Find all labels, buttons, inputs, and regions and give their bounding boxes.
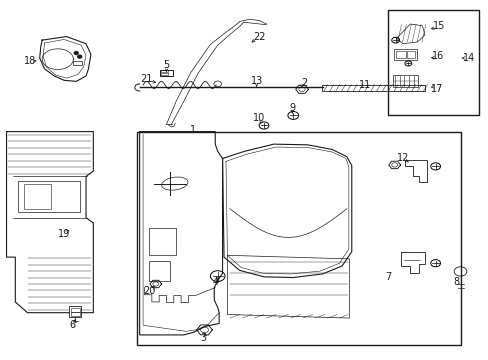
Circle shape xyxy=(78,55,81,58)
Bar xyxy=(393,49,416,59)
Text: 16: 16 xyxy=(431,51,444,61)
Text: 2: 2 xyxy=(300,78,306,88)
Text: 20: 20 xyxy=(143,286,155,296)
Text: 21: 21 xyxy=(140,74,152,84)
Bar xyxy=(149,261,169,281)
Bar xyxy=(18,181,80,212)
Bar xyxy=(407,51,414,58)
Bar xyxy=(71,309,80,312)
Bar xyxy=(24,184,51,210)
Text: 13: 13 xyxy=(250,76,262,86)
Text: 11: 11 xyxy=(359,80,371,90)
Bar xyxy=(159,69,173,76)
Bar xyxy=(69,306,81,317)
Bar xyxy=(392,75,417,87)
Bar xyxy=(161,70,167,72)
Text: 15: 15 xyxy=(432,21,445,31)
Bar xyxy=(395,51,406,58)
Circle shape xyxy=(74,51,78,54)
Text: 12: 12 xyxy=(396,153,408,163)
Text: 1: 1 xyxy=(190,125,196,135)
Bar xyxy=(387,10,478,116)
Text: 9: 9 xyxy=(288,103,295,113)
Text: 18: 18 xyxy=(24,56,36,66)
Text: 14: 14 xyxy=(462,53,474,63)
Text: 17: 17 xyxy=(430,84,443,94)
Bar xyxy=(149,228,176,255)
Text: 5: 5 xyxy=(163,60,169,70)
Bar xyxy=(321,85,424,91)
Text: 7: 7 xyxy=(385,272,391,282)
Text: 4: 4 xyxy=(212,277,218,287)
Text: 3: 3 xyxy=(200,333,206,343)
Text: 6: 6 xyxy=(70,320,76,330)
Text: 22: 22 xyxy=(252,32,265,41)
Bar xyxy=(71,312,80,316)
Bar xyxy=(137,132,461,345)
Text: 8: 8 xyxy=(453,277,459,287)
Bar xyxy=(73,61,81,65)
Bar xyxy=(161,73,167,75)
Text: 19: 19 xyxy=(58,229,70,239)
Text: 10: 10 xyxy=(252,113,264,123)
